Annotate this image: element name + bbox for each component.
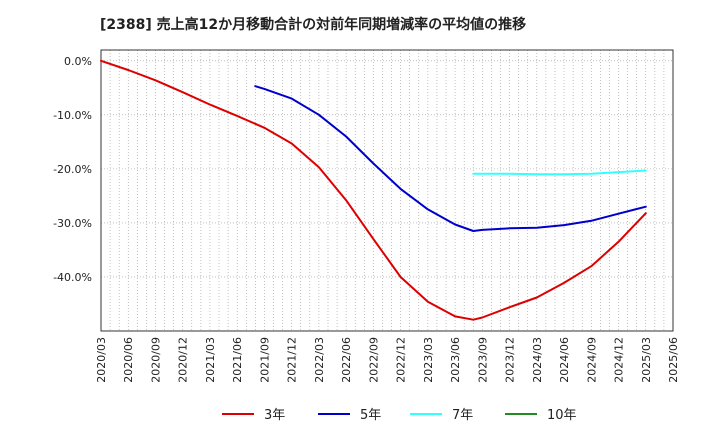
series-line-5年 [254,85,647,232]
y-tick-label: 0.0% [64,55,92,68]
x-tick-label: 2020/12 [177,337,190,383]
x-tick-label: 2024/03 [531,337,544,383]
chart-title: [2388] 売上高12か月移動合計の対前年同期増減率の平均値の推移 [100,17,527,33]
x-tick-label: 2024/12 [613,337,626,383]
y-tick-label: -30.0% [53,217,92,230]
x-tick-label: 2020/03 [95,337,108,383]
x-tick-label: 2023/12 [504,337,517,383]
y-tick-label: -10.0% [53,109,92,122]
x-tick-label: 2022/09 [367,337,380,383]
x-tick-label: 2022/12 [395,337,408,383]
x-tick-label: 2021/03 [204,337,217,383]
series-line-3年 [100,59,647,321]
x-tick-label: 2022/06 [340,337,353,383]
legend-label: 7年 [452,408,473,423]
x-tick-label: 2024/09 [585,337,598,383]
x-tick-label: 2023/06 [449,337,462,383]
x-tick-label: 2023/09 [476,337,489,383]
x-tick-label: 2020/06 [122,337,135,383]
x-tick-label: 2022/03 [313,337,326,383]
x-tick-label: 2020/09 [149,337,162,383]
x-tick-label: 2021/06 [231,337,244,383]
x-tick-label: 2024/06 [558,337,571,383]
y-tick-label: -20.0% [53,163,92,176]
legend-label: 3年 [264,408,285,423]
x-tick-label: 2025/06 [667,337,680,383]
x-tick-label: 2021/12 [286,337,299,383]
legend-label: 5年 [360,408,381,423]
y-tick-label: -40.0% [53,271,92,284]
plot-frame [100,49,674,332]
x-tick-label: 2025/03 [640,337,653,383]
legend-label: 10年 [547,408,577,423]
x-tick-label: 2023/03 [422,337,435,383]
series-line-7年 [472,169,647,176]
x-tick-label: 2021/09 [258,337,271,383]
